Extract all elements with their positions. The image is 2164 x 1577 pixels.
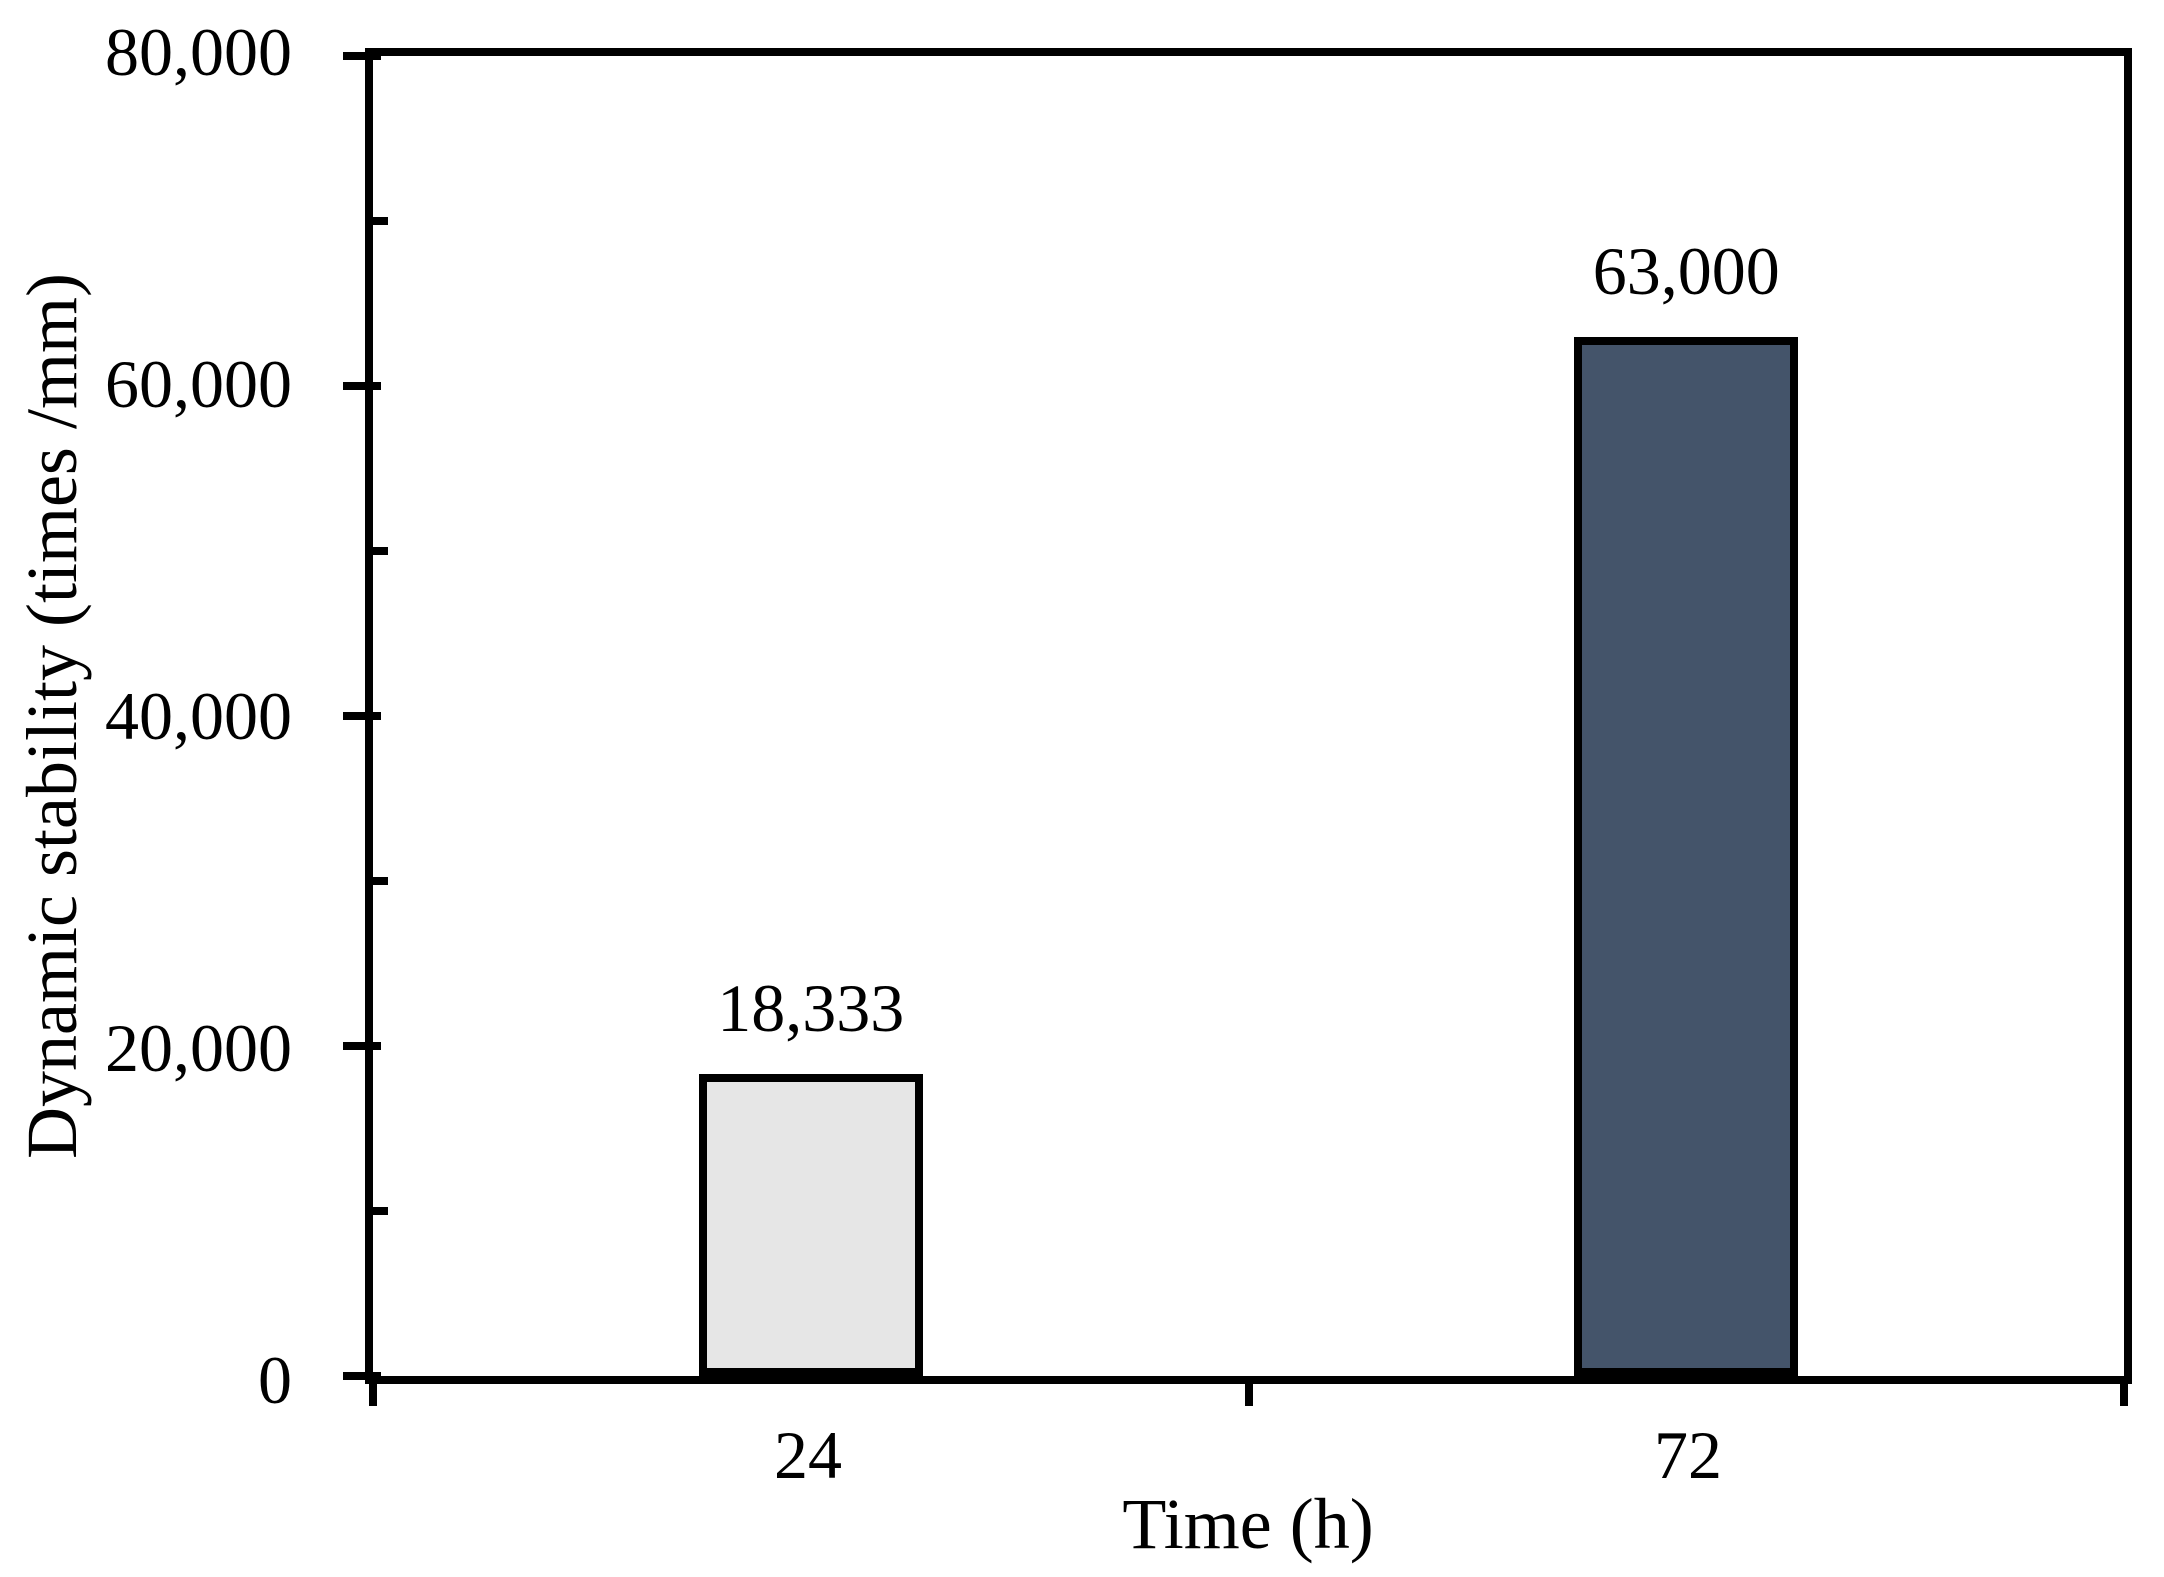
x-axis-title: Time (h) (1122, 1484, 1374, 1564)
y-tick-label-60000: 60,000 (105, 346, 292, 422)
y-major-tick-60000 (343, 382, 381, 390)
y-tick-label-0: 0 (258, 1342, 292, 1418)
bar-72h (1574, 336, 1799, 1376)
y-tick-label-20000: 20,000 (105, 1010, 292, 1086)
data-label-72h: 63,000 (1592, 232, 1780, 309)
x-category-label-24: 24 (774, 1417, 842, 1493)
y-major-tick-40000 (343, 712, 381, 720)
plot-area: 18,333 63,000 (343, 48, 2132, 1406)
bar-24h (698, 1073, 923, 1376)
y-minor-tick-70000 (373, 217, 388, 225)
y-minor-tick-50000 (373, 547, 388, 555)
x-major-tick-right (2120, 1384, 2128, 1406)
y-major-tick-0 (343, 1372, 381, 1380)
x-major-tick-middle (1244, 1384, 1253, 1406)
y-minor-tick-30000 (373, 877, 388, 885)
y-axis-tick-labels: 0 20,000 40,000 60,000 80,000 (0, 0, 292, 1577)
y-major-tick-20000 (343, 1042, 381, 1050)
x-category-label-72: 72 (1654, 1417, 1722, 1493)
y-minor-tick-10000 (373, 1207, 388, 1215)
y-tick-label-40000: 40,000 (105, 678, 292, 754)
x-major-tick-left (369, 1384, 377, 1406)
data-label-24h: 18,333 (717, 969, 905, 1046)
y-tick-label-80000: 80,000 (105, 14, 292, 90)
y-major-tick-80000 (343, 52, 381, 60)
